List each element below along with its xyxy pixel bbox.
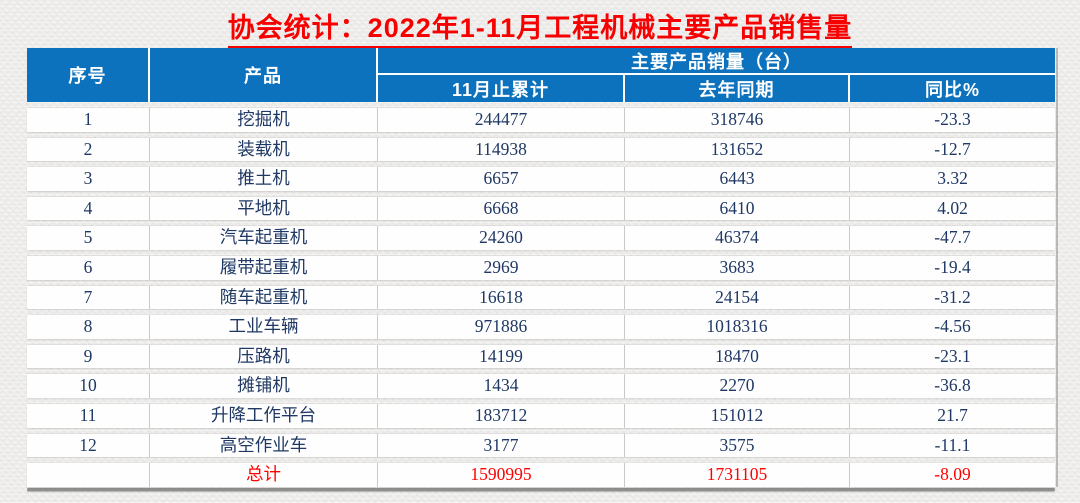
cell-cumulative: 2969 [378,255,625,280]
cell-product: 高空作业车 [150,433,378,458]
cell-no [27,463,150,487]
cell-cumulative: 114938 [378,137,625,162]
cell-cumulative: 244477 [378,108,625,132]
cell-cumulative: 1590995 [378,463,625,487]
cell-product: 压路机 [150,344,378,369]
cell-cumulative: 1434 [378,374,625,398]
cell-yoy: 21.7 [937,404,968,425]
cell-product: 推土机 [150,167,378,191]
cell-yoy: -23.3 [934,109,971,130]
cell-no: 2 [27,137,150,162]
cell-product: 平地机 [150,196,378,221]
cell-cumulative: 183712 [378,403,625,428]
cell-product: 汽车起重机 [150,226,378,250]
cell-last-year: 131652 [625,137,850,162]
cell-no: 6 [27,255,150,280]
cell-product: 装载机 [150,137,378,162]
cell-last-year: 3683 [625,255,850,280]
table-row: 9 压路机 14199 18470 -23.1 [27,344,1055,369]
table-row: 10 摊铺机 1434 2270 -36.8 [27,374,1055,398]
cell-yoy: -8.09 [934,464,971,485]
table-row: 2 装载机 114938 131652 -12.7 [27,137,1055,162]
col-header-no: 序号 [27,48,150,102]
col-header-yoy: 同比% [850,75,1055,102]
cell-last-year: 24154 [625,285,850,310]
cell-last-year: 46374 [625,226,850,250]
sales-table: 序号 产品 主要产品销量（台） 11月止累计 去年同期 同比% 1 挖掘机 24… [27,48,1058,491]
cell-no: 5 [27,226,150,250]
cell-no: 8 [27,315,150,339]
cell-product: 升降工作平台 [150,403,378,428]
cell-total-label: 总计 [150,463,378,487]
table-row: 4 平地机 6668 6410 4.02 [27,196,1055,221]
cell-last-year: 151012 [625,403,850,428]
table-header: 序号 产品 主要产品销量（台） 11月止累计 去年同期 同比% [27,48,1055,102]
cell-no: 12 [27,433,150,458]
table-bottom-border [27,487,1055,491]
cell-cumulative: 24260 [378,226,625,250]
cell-yoy: 4.02 [937,197,968,218]
cell-last-year: 6443 [625,167,850,191]
table-row: 1 挖掘机 244477 318746 -23.3 [27,108,1055,132]
cell-cumulative: 14199 [378,344,625,369]
cell-no: 10 [27,374,150,398]
col-header-group: 主要产品销量（台） [378,48,1055,75]
cell-yoy: -23.1 [934,345,971,366]
cell-product: 挖掘机 [150,108,378,132]
table-right-border [1056,48,1058,487]
col-header-product: 产品 [150,48,378,102]
cell-yoy: 3.32 [937,168,968,189]
table-row: 12 高空作业车 3177 3575 -11.1 [27,433,1055,458]
table-row: 5 汽车起重机 24260 46374 -47.7 [27,226,1055,250]
table-total-row: 总计 1590995 1731105 -8.09 [27,463,1055,487]
cell-yoy: -11.1 [934,434,971,455]
cell-product: 摊铺机 [150,374,378,398]
cell-yoy: -12.7 [934,138,971,159]
table-row: 6 履带起重机 2969 3683 -19.4 [27,255,1055,280]
cell-yoy: -4.56 [934,316,971,337]
col-header-cumulative: 11月止累计 [378,75,625,102]
cell-yoy: -31.2 [934,286,971,307]
cell-cumulative: 6657 [378,167,625,191]
cell-no: 11 [27,403,150,428]
cell-last-year: 18470 [625,344,850,369]
cell-no: 9 [27,344,150,369]
cell-cumulative: 16618 [378,285,625,310]
cell-cumulative: 6668 [378,196,625,221]
table-row: 8 工业车辆 971886 1018316 -4.56 [27,315,1055,339]
cell-last-year: 3575 [625,433,850,458]
cell-yoy: -36.8 [934,375,971,396]
page-title: 协会统计：2022年1-11月工程机械主要产品销售量 [227,6,853,49]
cell-last-year: 6410 [625,196,850,221]
col-header-last-year: 去年同期 [625,75,850,102]
cell-product: 工业车辆 [150,315,378,339]
title-bar: 协会统计：2022年1-11月工程机械主要产品销售量 [0,6,1080,49]
cell-yoy: -47.7 [934,227,971,248]
table-body: 1 挖掘机 244477 318746 -23.3 2 装载机 114938 1… [27,108,1055,487]
cell-no: 4 [27,196,150,221]
cell-last-year: 2270 [625,374,850,398]
table-row: 7 随车起重机 16618 24154 -31.2 [27,285,1055,310]
cell-cumulative: 3177 [378,433,625,458]
table-row: 11 升降工作平台 183712 151012 21.7 [27,403,1055,428]
cell-last-year: 318746 [625,108,850,132]
cell-product: 随车起重机 [150,285,378,310]
cell-no: 7 [27,285,150,310]
cell-yoy: -19.4 [934,257,971,278]
cell-product: 履带起重机 [150,255,378,280]
cell-last-year: 1018316 [625,315,850,339]
table-row: 3 推土机 6657 6443 3.32 [27,167,1055,191]
cell-cumulative: 971886 [378,315,625,339]
cell-no: 1 [27,108,150,132]
cell-last-year: 1731105 [625,463,850,487]
cell-no: 3 [27,167,150,191]
